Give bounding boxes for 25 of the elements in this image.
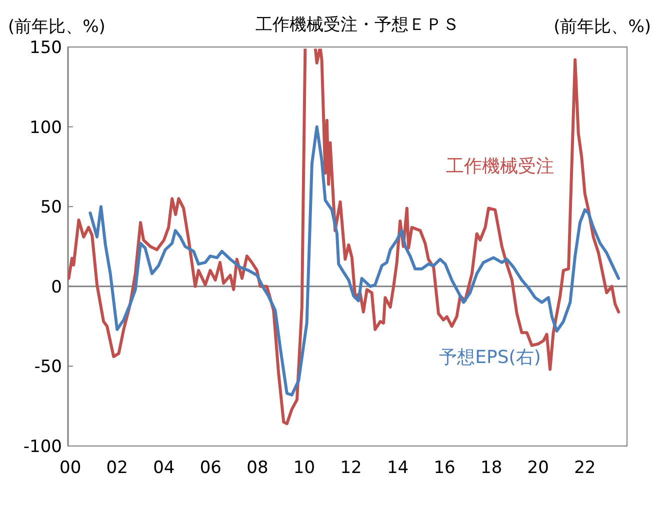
x-tick-label: 12 — [340, 458, 362, 478]
x-tick-label: 00 — [60, 458, 82, 478]
y-tick-label: -50 — [34, 357, 62, 378]
y-tick-label: -100 — [23, 437, 62, 457]
x-tick-label: 08 — [246, 458, 268, 478]
x-tick-label: 16 — [434, 458, 456, 478]
x-tick-label: 18 — [480, 458, 502, 478]
chart-title: 工作機械受注・予想ＥＰＳ — [256, 15, 460, 35]
y-tick-label: 0 — [51, 277, 62, 298]
x-tick-label: 10 — [293, 458, 316, 478]
x-tick-label: 04 — [153, 458, 175, 478]
x-tick-label: 20 — [527, 458, 549, 478]
y2-axis-title: (前年比、%) — [554, 17, 651, 37]
line-series — [68, 48, 620, 426]
x-tick-label: 06 — [200, 458, 222, 478]
x-tick-label: 02 — [106, 458, 128, 478]
series-label: 工作機械受注 — [446, 156, 554, 177]
x-tick-label: 14 — [386, 458, 409, 478]
y-axis-title: (前年比、%) — [8, 17, 106, 37]
y-tick-label: 50 — [40, 198, 62, 218]
y-tick-label: 150 — [30, 38, 62, 58]
series-label: 予想EPS(右) — [439, 347, 541, 368]
y-tick-label: 100 — [30, 118, 62, 138]
x-tick-label: 22 — [574, 458, 596, 478]
line-series — [88, 125, 620, 396]
